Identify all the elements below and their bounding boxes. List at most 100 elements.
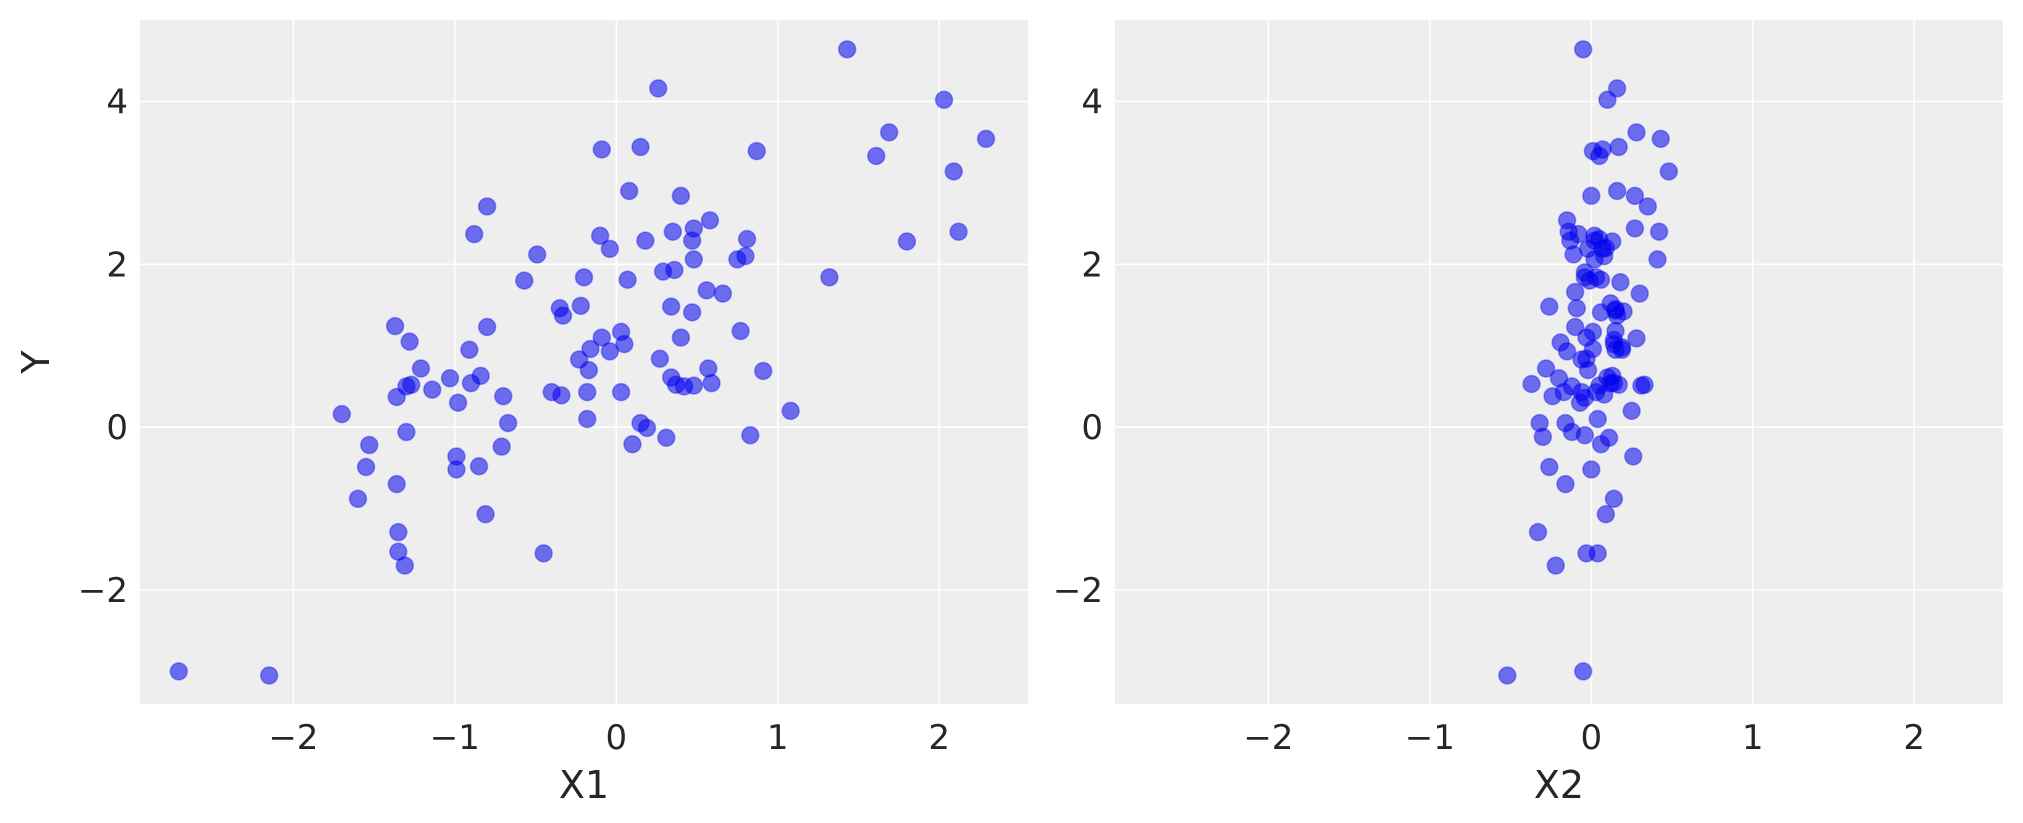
data-point <box>498 413 518 433</box>
data-point <box>592 328 612 347</box>
data-point <box>611 382 631 402</box>
data-point <box>700 211 720 230</box>
data-point <box>494 386 513 406</box>
data-point <box>731 321 750 341</box>
data-point <box>464 224 484 244</box>
data-point <box>1606 321 1625 341</box>
data-point <box>590 226 610 246</box>
data-point <box>169 662 188 681</box>
data-point <box>671 186 691 206</box>
data-point <box>1522 374 1541 394</box>
data-point <box>571 296 591 316</box>
data-point <box>684 250 704 269</box>
data-point <box>1648 250 1667 269</box>
data-point <box>1606 299 1625 319</box>
data-point <box>736 246 755 266</box>
data-point <box>697 281 716 300</box>
data-point <box>1624 447 1643 466</box>
data-point <box>469 456 489 476</box>
data-point <box>471 366 490 386</box>
data-point <box>534 544 553 563</box>
x-tick-label: −1 <box>1405 718 1455 758</box>
data-point <box>527 245 547 264</box>
data-point <box>657 428 676 447</box>
data-point <box>515 271 534 290</box>
data-point <box>1638 197 1658 216</box>
data-point <box>976 129 996 149</box>
data-point <box>389 522 408 542</box>
data-point <box>1612 340 1632 360</box>
x-tick-label: 2 <box>928 718 950 758</box>
data-point <box>636 231 655 250</box>
data-point <box>737 229 757 249</box>
data-point <box>1569 224 1588 244</box>
data-point <box>1622 401 1641 421</box>
data-point <box>1649 222 1669 241</box>
y-tick-label: −2 <box>78 571 128 611</box>
data-point <box>348 489 368 509</box>
data-point <box>395 556 415 575</box>
y-tick-label: 2 <box>106 245 128 285</box>
data-point <box>1607 79 1627 98</box>
y-tick-label: 4 <box>1081 82 1103 122</box>
data-point <box>1567 299 1587 318</box>
data-point <box>440 369 460 388</box>
data-point <box>592 140 612 159</box>
data-point <box>1582 460 1601 479</box>
scatter-panel-x1: −2 −1 0 1 2 −2 0 2 4 X1 Y <box>14 20 1028 807</box>
data-point <box>552 386 571 405</box>
data-point <box>820 268 839 287</box>
data-point <box>713 284 733 303</box>
x-tick-label: −2 <box>1243 718 1293 758</box>
data-point <box>1582 186 1601 206</box>
data-point <box>1609 137 1628 157</box>
data-point <box>1593 140 1612 159</box>
data-point <box>600 239 620 259</box>
data-point <box>1596 505 1616 524</box>
x-tick-label: 0 <box>605 718 627 758</box>
scatter-panel-x2: −2 −1 0 1 2 −2 0 2 4 X2 <box>1053 20 2003 807</box>
x-tick-label: −2 <box>268 718 318 758</box>
data-point <box>1599 428 1619 447</box>
data-point <box>665 260 684 280</box>
data-point <box>553 306 573 325</box>
data-point <box>1588 544 1607 563</box>
data-point <box>577 382 597 402</box>
data-point <box>753 361 773 381</box>
x-tick-label: −1 <box>430 718 480 758</box>
data-point <box>1588 409 1607 429</box>
x-tick-label: 0 <box>1580 718 1602 758</box>
data-point <box>650 349 670 368</box>
data-point <box>1625 186 1645 206</box>
data-point <box>684 376 704 395</box>
data-point <box>747 141 767 161</box>
x-axis-label: X2 <box>1534 763 1584 807</box>
data-point <box>1630 284 1649 303</box>
data-point <box>1611 272 1630 292</box>
data-point <box>1591 270 1611 290</box>
y-tick-label: 0 <box>106 408 128 448</box>
data-point <box>1604 489 1624 509</box>
data-point <box>1565 282 1585 302</box>
data-point <box>1573 40 1593 59</box>
data-point <box>1575 426 1595 445</box>
data-point <box>397 422 416 442</box>
data-point <box>422 380 442 399</box>
plot-area <box>1115 20 2003 704</box>
data-point <box>577 409 597 429</box>
data-point <box>476 505 495 524</box>
data-point <box>671 328 691 347</box>
data-point <box>400 332 419 351</box>
data-point <box>618 270 637 290</box>
data-point <box>1583 322 1603 342</box>
data-point <box>897 232 917 251</box>
data-point <box>1528 522 1548 542</box>
data-point <box>637 418 657 438</box>
x-tick-label: 2 <box>1903 718 1925 758</box>
data-point <box>934 90 954 110</box>
data-point <box>460 340 479 360</box>
data-point <box>1627 329 1646 348</box>
data-point <box>1651 129 1670 149</box>
data-point <box>579 360 599 380</box>
